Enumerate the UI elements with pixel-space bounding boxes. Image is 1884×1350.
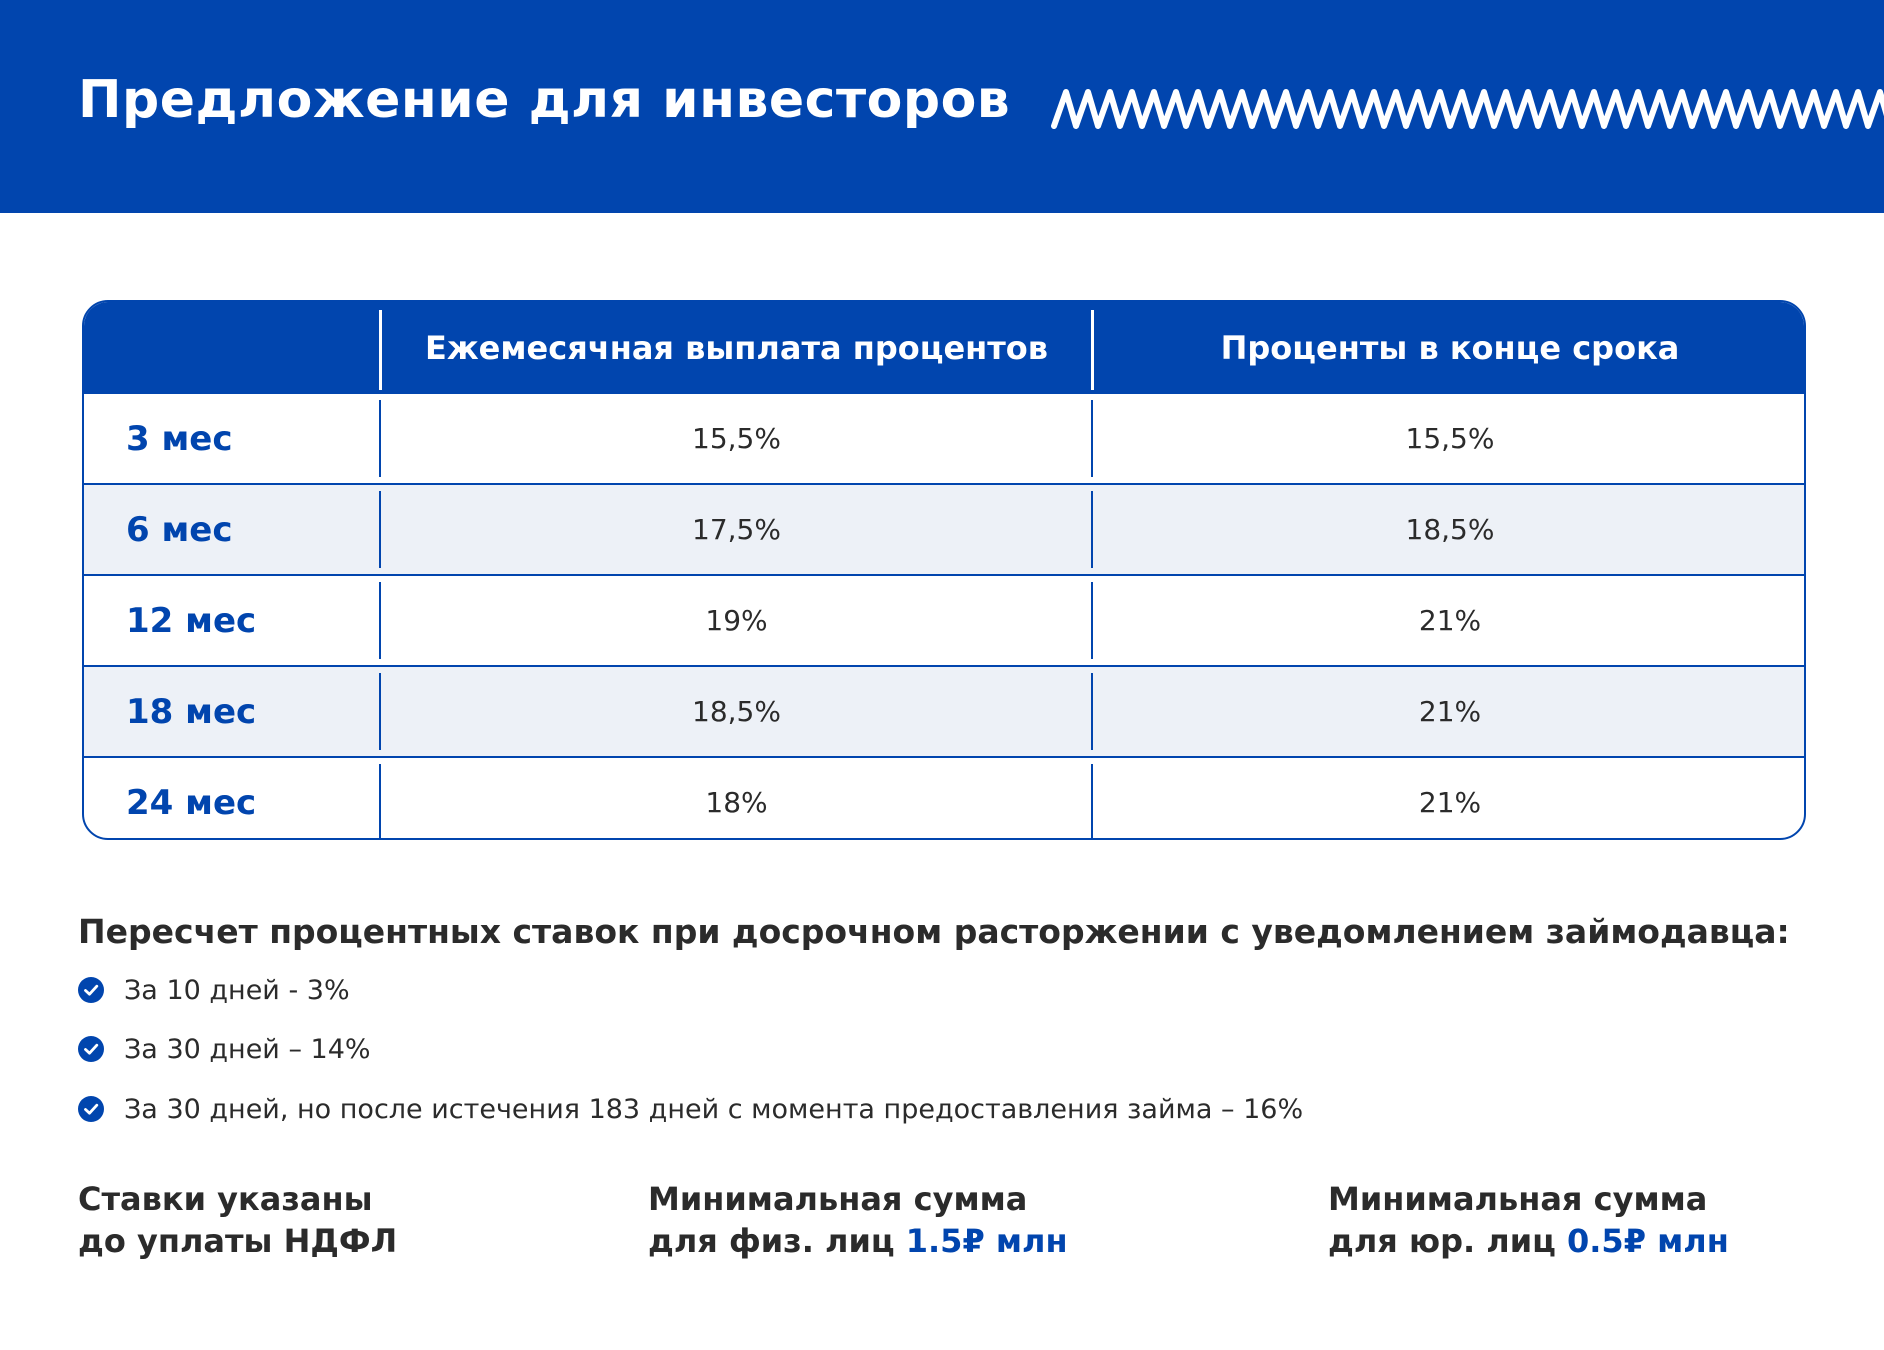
monthly-rate-cell: 15,5% — [692, 422, 781, 455]
min-amount-label: Минимальная сумма — [1328, 1180, 1708, 1218]
min-amount-line: для юр. лиц 0.5₽ млн — [1328, 1220, 1729, 1262]
column-divider — [1091, 491, 1093, 568]
list-item-text: За 10 дней - 3% — [124, 974, 350, 1006]
table-row: 6 мес 17,5% 18,5% — [84, 485, 1804, 574]
tax-note: Ставки указаны до уплаты НДФЛ — [78, 1178, 397, 1262]
check-circle-icon — [78, 977, 104, 1003]
list-item: За 10 дней - 3% — [78, 970, 350, 1010]
term-cell: 6 мес — [126, 509, 233, 550]
end-rate-cell: 15,5% — [1405, 422, 1495, 455]
min-amount-legal: Минимальная сумма для юр. лиц 0.5₽ млн — [1328, 1178, 1729, 1262]
table-row: 3 мес 15,5% 15,5% — [84, 394, 1804, 483]
list-item: За 30 дней, но после истечения 183 дней … — [78, 1089, 1303, 1129]
page-title: Предложение для инвесторов — [78, 70, 1011, 130]
column-divider — [1091, 673, 1093, 750]
min-amount-prefix: для юр. лиц — [1328, 1222, 1556, 1260]
check-circle-icon — [78, 1096, 104, 1122]
term-cell: 12 мес — [126, 600, 257, 641]
recalc-heading: Пересчет процентных ставок при досрочном… — [78, 912, 1790, 951]
zigzag-pattern-icon — [1051, 89, 1884, 129]
rates-table: Ежемесячная выплата процентов Проценты в… — [82, 300, 1806, 840]
row-divider — [84, 574, 1804, 576]
min-amount-value: 0.5₽ млн — [1567, 1222, 1729, 1260]
term-cell: 24 мес — [126, 782, 257, 823]
min-amount-prefix: для физ. лиц — [648, 1222, 895, 1260]
monthly-rate-cell: 19% — [705, 604, 768, 637]
monthly-rate-cell: 18% — [705, 786, 768, 819]
table-row: 12 мес 19% 21% — [84, 576, 1804, 665]
column-divider — [379, 400, 381, 477]
end-rate-cell: 21% — [1418, 604, 1482, 637]
row-divider — [84, 756, 1804, 758]
column-divider — [379, 491, 381, 568]
table-header: Ежемесячная выплата процентов Проценты в… — [84, 302, 1804, 394]
list-item: За 30 дней – 14% — [78, 1029, 371, 1069]
column-divider — [1091, 400, 1093, 477]
page-header: Предложение для инвесторов — [0, 0, 1884, 213]
min-amount-label: Минимальная сумма — [648, 1180, 1028, 1218]
monthly-rate-cell: 18,5% — [692, 695, 781, 728]
min-amount-individuals: Минимальная сумма для физ. лиц 1.5₽ млн — [648, 1178, 1068, 1262]
list-item-text: За 30 дней, но после истечения 183 дней … — [124, 1093, 1304, 1125]
end-rate-cell: 21% — [1418, 786, 1482, 819]
term-cell: 3 мес — [126, 418, 233, 459]
monthly-rate-cell: 17,5% — [692, 513, 781, 546]
column-divider — [379, 673, 381, 750]
tax-note-line2: до уплаты НДФЛ — [78, 1222, 398, 1260]
table-row: 18 мес 18,5% 21% — [84, 667, 1804, 756]
tax-note-line1: Ставки указаны — [78, 1180, 373, 1218]
column-header-end: Проценты в конце срока — [1220, 329, 1680, 367]
header-divider — [379, 310, 382, 390]
term-cell: 18 мес — [126, 691, 257, 732]
min-amount-line: для физ. лиц 1.5₽ млн — [648, 1220, 1068, 1262]
column-divider — [379, 764, 381, 838]
check-circle-icon — [78, 1036, 104, 1062]
end-rate-cell: 21% — [1418, 695, 1482, 728]
column-divider — [1091, 582, 1093, 659]
header-divider — [1091, 310, 1094, 390]
column-header-monthly: Ежемесячная выплата процентов — [424, 329, 1049, 367]
list-item-text: За 30 дней – 14% — [124, 1033, 371, 1065]
end-rate-cell: 18,5% — [1405, 513, 1495, 546]
min-amount-value: 1.5₽ млн — [905, 1222, 1068, 1260]
table-row: 24 мес 18% 21% — [84, 758, 1804, 838]
row-divider — [84, 483, 1804, 485]
column-divider — [379, 582, 381, 659]
row-divider — [84, 665, 1804, 667]
column-divider — [1091, 764, 1093, 838]
